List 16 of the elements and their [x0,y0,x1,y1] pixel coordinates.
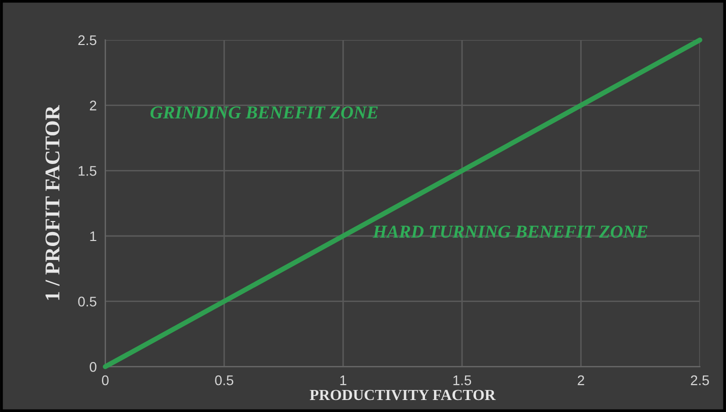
y-tick-label: 1.5 [78,166,96,176]
x-tick-label: 0.5 [215,375,234,386]
y-tick-label: 2 [90,100,96,110]
y-tick-label: 0.5 [78,296,96,307]
y-axis-title: 1 / PROFIT FACTOR [46,105,60,300]
annotation: GRINDING BENEFIT ZONE [150,106,378,119]
y-tick-label: 0 [90,362,96,372]
x-tick-label: 1.5 [453,376,472,386]
x-tick-label: 2 [578,375,584,386]
annotation: HARD TURNING BENEFIT ZONE [372,226,648,238]
x-tick-label: 1 [340,376,346,386]
x-tick-label: 0 [102,375,109,386]
x-axis-title: PRODUCTIVITY FACTOR [310,390,496,400]
y-tick-label: 1 [90,231,96,242]
x-tick-label: 2.5 [690,375,709,386]
y-tick-label: 2.5 [78,35,96,46]
